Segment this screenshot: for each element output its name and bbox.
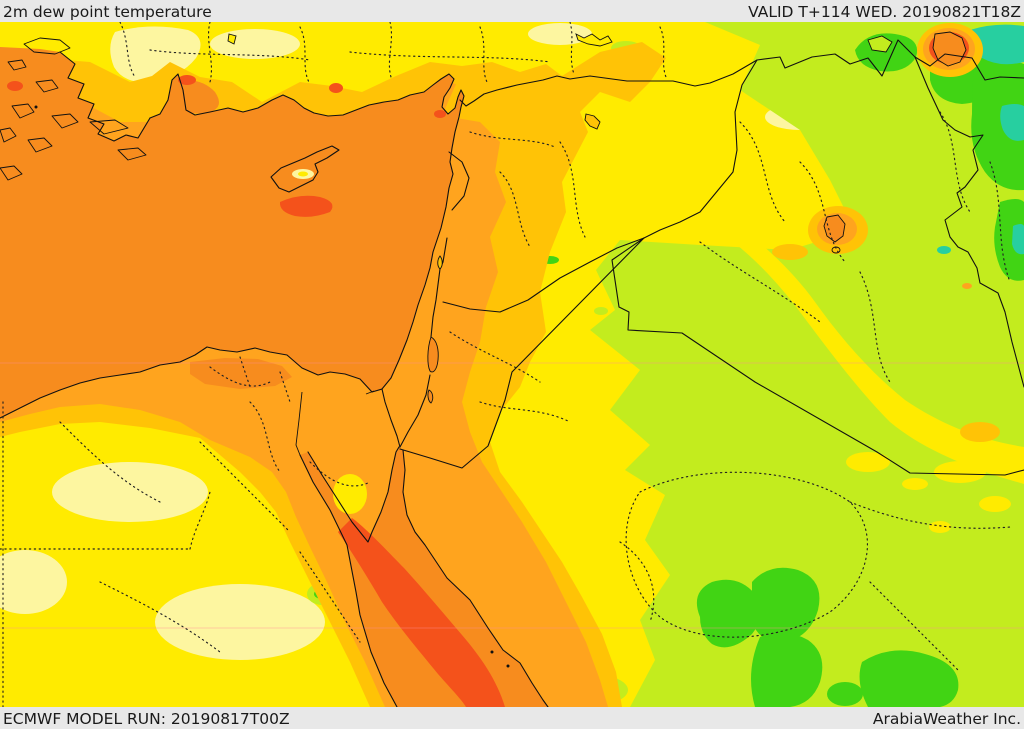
aegean-islands [0,37,147,181]
jordan-syria-border [442,237,645,313]
red-sea [300,447,548,707]
sinai-yellow-spot [333,474,367,514]
euphrates-reservoirs [575,33,613,47]
coastal-orange-spots [172,80,292,389]
coastal-island-dot [490,650,494,654]
nile-delta-wedge [190,358,292,389]
sinai-coast [307,446,400,543]
lake-tharthar [823,214,846,243]
mediterranean-sea [0,47,464,418]
coastline-main [0,73,465,419]
dew-point-contour-map [0,22,1024,707]
sea-of-galilee [437,255,443,270]
admin-borders [0,22,1011,707]
lebanon-border [448,151,470,211]
valid-time-label: VALID T+114 WED. 20190821T18Z [748,3,1021,21]
south-cyprus-spot [279,195,333,217]
lake-assad [584,113,601,130]
branding-label: ArabiaWeather Inc. [872,710,1021,728]
header-bar: 2m dew point temperature VALID T+114 WED… [0,0,1024,22]
aqaba-saudi-coast [402,449,549,707]
teal-patches [937,24,1024,255]
dead-sea-south-basin [427,389,434,404]
lake-van [867,35,893,53]
map-title: 2m dew point temperature [3,3,212,21]
gaza-line [365,390,375,395]
yellow-green-region-east [590,22,1024,707]
egypt-israel-border [381,388,401,448]
turkey-west-coast [59,51,151,142]
map-area [0,22,1024,707]
arava-border [399,374,431,448]
footer-bar: ECMWF MODEL RUN: 20190817T00Z ArabiaWeat… [0,707,1024,729]
iran-iraq-border [914,56,1024,388]
red-sea-core [338,518,505,707]
lake-tuz [227,33,237,45]
model-run-label: ECMWF MODEL RUN: 20190817T00Z [3,710,290,728]
cyprus-center-dot [298,171,308,177]
jordan-saudi-iraq-borders [399,237,1024,476]
country-borders [0,39,1024,707]
jordan-river-line [430,237,448,338]
gulf-of-suez-west-shore [299,454,398,707]
yellow-corridor-mesopotamia [685,210,1024,484]
syria-iraq-border [643,59,758,239]
suez-canal [295,391,303,456]
dead-sea [427,336,439,373]
coastal-island-dot [506,664,510,668]
cyprus-island [270,145,340,193]
